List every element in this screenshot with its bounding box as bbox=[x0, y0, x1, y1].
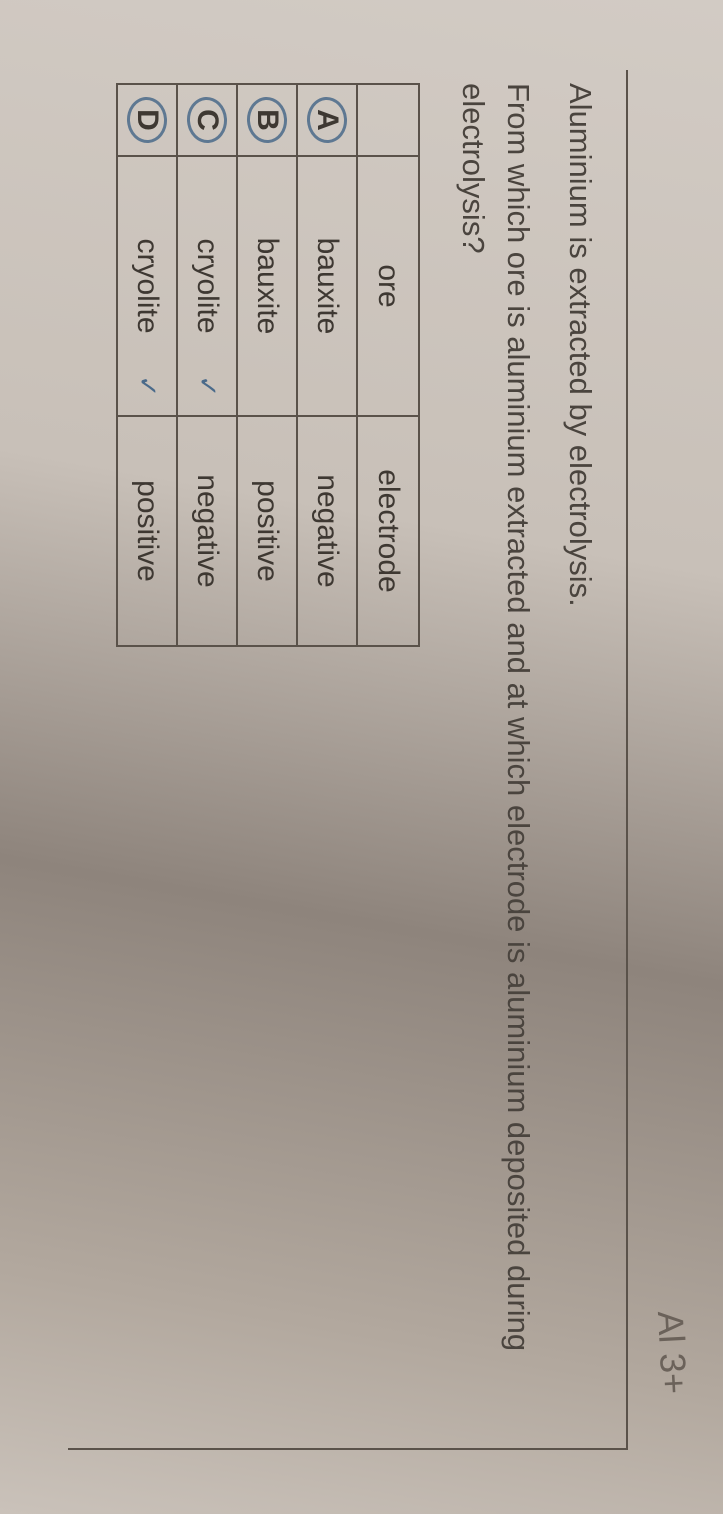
option-letter: D bbox=[131, 109, 164, 131]
option-cell-b: B bbox=[237, 84, 297, 156]
electrode-cell: positive bbox=[117, 416, 177, 646]
tick-mark-icon: ✓ bbox=[192, 375, 222, 397]
tick-mark-icon: ✓ bbox=[132, 375, 162, 397]
header-ore: ore bbox=[357, 156, 419, 416]
question-prompt: From which ore is aluminium extracted an… bbox=[450, 75, 540, 1408]
option-cell-d: D bbox=[117, 84, 177, 156]
ore-value: cryolite bbox=[131, 238, 164, 333]
question-box: Aluminium is extracted by electrolysis. … bbox=[68, 70, 628, 1450]
option-letter: C bbox=[191, 109, 224, 131]
ore-value: bauxite bbox=[311, 238, 344, 335]
handwritten-annotation: Al 3+ bbox=[649, 1310, 695, 1395]
header-blank bbox=[357, 84, 419, 156]
option-cell-c: C bbox=[177, 84, 237, 156]
option-cell-a: A bbox=[297, 84, 357, 156]
header-electrode: electrode bbox=[357, 416, 419, 646]
ore-cell: cryolite ✓ bbox=[177, 156, 237, 416]
options-table: ore electrode A bauxite negative bbox=[116, 83, 420, 647]
option-letter: B bbox=[251, 109, 284, 131]
table-row: B bauxite positive bbox=[237, 84, 297, 646]
table-row: C cryolite ✓ negative bbox=[177, 84, 237, 646]
paper-sheet: Al 3+ Aluminium is extracted by electrol… bbox=[0, 0, 723, 1514]
ore-value: bauxite bbox=[251, 238, 284, 335]
ore-cell: bauxite bbox=[237, 156, 297, 416]
table-row: D cryolite ✓ positive bbox=[117, 84, 177, 646]
rotated-page: Al 3+ Aluminium is extracted by electrol… bbox=[0, 0, 723, 723]
option-letter: A bbox=[311, 109, 344, 131]
table-row: A bauxite negative bbox=[297, 84, 357, 646]
ore-cell: cryolite ✓ bbox=[117, 156, 177, 416]
electrode-cell: negative bbox=[177, 416, 237, 646]
question-intro: Aluminium is extracted by electrolysis. bbox=[562, 75, 598, 1408]
ore-cell: bauxite bbox=[297, 156, 357, 416]
ore-value: cryolite bbox=[191, 238, 224, 333]
electrode-cell: negative bbox=[297, 416, 357, 646]
electrode-cell: positive bbox=[237, 416, 297, 646]
table-header-row: ore electrode bbox=[357, 84, 419, 646]
